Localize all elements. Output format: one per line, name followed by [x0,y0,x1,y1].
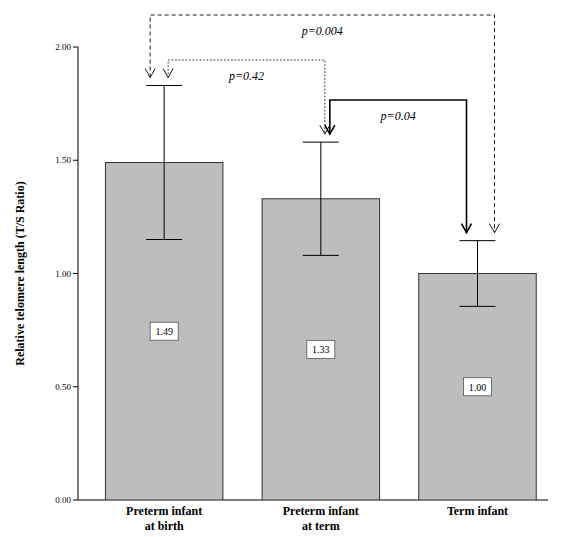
data-label: 1.33 [312,344,330,355]
data-label-box [464,378,492,396]
chart: 0.00 0.50 1.00 1.50 2.00 Relative telomere le… [0,0,562,537]
y-tick-label: 1.00 [55,269,71,279]
error-bar [146,86,182,240]
y-tick-label: 0.50 [55,382,71,392]
annotation-line [330,100,467,233]
x-tick-label-line: Preterm infant [126,504,202,518]
y-tick [73,273,78,274]
x-tick-label-line: at birth [145,519,184,533]
annotation-arrowhead [163,69,173,78]
data-label-group: 1.00 [464,378,492,396]
bar [419,274,537,501]
y-tick [73,500,78,501]
bars [105,86,536,500]
annotation-line [168,60,325,134]
annotation-text: p=0.004 [301,24,343,38]
data-label-box [150,322,178,340]
annotation-arrowhead [325,125,335,134]
annotation-text: p=0.42 [228,69,264,83]
error-bar [303,142,339,255]
data-label-group: 1.49 [150,322,178,340]
y-tick [73,160,78,161]
x-tick-label: Preterm infantat term [283,504,359,533]
x-tick-label-line: Preterm infant [283,504,359,518]
y-tick-label: 2.00 [55,42,71,52]
x-tick-label: Preterm infantat birth [126,504,202,533]
x-tick-label-line: Term infant [447,504,508,518]
y-tick [73,47,78,48]
y-tick-label: 0.00 [55,495,71,505]
error-bar [460,241,496,307]
annotation-arrowhead [462,224,472,233]
annotation: p=0.004 [145,15,499,233]
x-tick-label: Term infant [447,504,508,518]
data-label: 1.00 [469,382,487,393]
annotation: p=0.42 [163,60,330,134]
data-label: 1.49 [155,326,173,337]
annotation-arrowhead [145,69,155,78]
annotation-arrowhead [490,224,500,233]
x-tick-label-line: at term [302,519,340,533]
data-label-group: 1.33 [307,340,335,358]
data-label-box [307,340,335,358]
annotation: p=0.04 [325,100,472,233]
y-tick-label: 1.50 [55,155,71,165]
y-axis-label: Relative telomere length (T/S Ratio) [13,181,27,365]
annotation-text: p=0.04 [380,109,416,123]
y-tick [73,386,78,387]
annotation-line [150,15,494,233]
